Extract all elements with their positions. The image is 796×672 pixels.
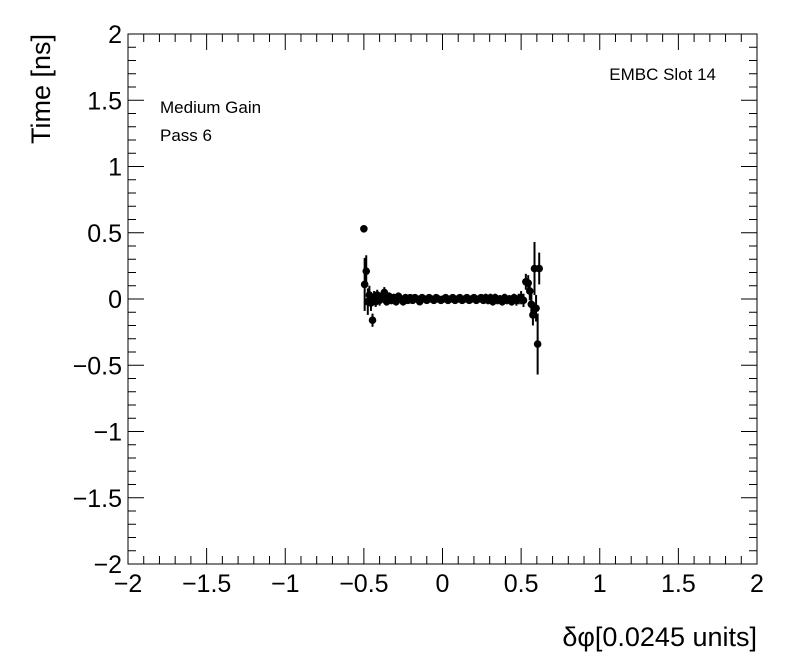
y-tick-label: −2 (93, 551, 122, 579)
y-tick-label: −0.5 (73, 352, 122, 380)
x-tick-label: 2 (750, 570, 764, 598)
x-tick-label: −1 (271, 570, 300, 598)
plot-frame (127, 33, 758, 565)
data-point (360, 224, 368, 233)
x-tick-label: 1 (593, 570, 607, 598)
y-tick-label: 1.5 (87, 87, 122, 115)
data-point (533, 340, 542, 348)
y-tick-label: −1.5 (73, 485, 122, 513)
x-axis-title: δφ[0.0245 units] (562, 622, 757, 652)
data-point (362, 267, 371, 275)
x-tick-label: 0.5 (504, 570, 539, 598)
x-tick-label: −2 (114, 570, 143, 598)
x-tick-label: 1.5 (661, 570, 696, 598)
data-point (519, 296, 528, 305)
y-tick-label: −1 (93, 419, 122, 447)
y-tick-label: 1 (108, 154, 122, 182)
data-point (368, 316, 377, 325)
y-axis-title: Time [ns] (26, 34, 56, 144)
data-point (529, 311, 537, 319)
axis-ticks (127, 33, 758, 565)
data-point (525, 287, 534, 295)
x-tick-label: −1.5 (182, 570, 231, 598)
annotation-gain: Medium Gain (160, 98, 261, 117)
data-point (535, 264, 544, 273)
data-points (360, 224, 544, 348)
annotation-pass: Pass 6 (160, 126, 212, 145)
y-tick-label: 2 (108, 21, 122, 49)
x-tick-label: −0.5 (339, 570, 388, 598)
tick-labels: −2 −1.5 −1 −0.5 0 0.5 1 1.5 2 −2 −1.5 −1 −0.5 0 0.5 1 1.… (73, 21, 764, 598)
data-point (360, 280, 369, 289)
data-point (524, 279, 533, 287)
x-tick-label: 0 (436, 570, 450, 598)
error-bars (363, 242, 541, 375)
data-point (532, 304, 540, 313)
y-tick-label: 0.5 (87, 220, 122, 248)
annotation-slot: EMBC Slot 14 (609, 65, 716, 84)
y-tick-label: 0 (108, 286, 122, 314)
